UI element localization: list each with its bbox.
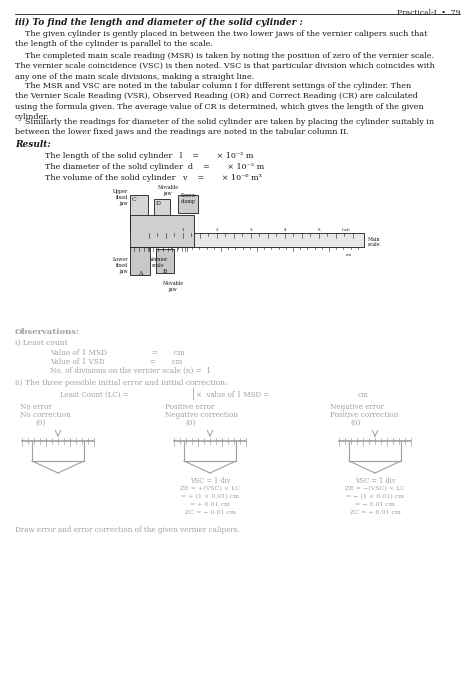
Text: 1: 1	[182, 228, 184, 232]
Text: The length of the solid cylinder   l    =       × 10⁻² m: The length of the solid cylinder l = × 1…	[45, 152, 254, 160]
Text: Upper
fixed
jaw: Upper fixed jaw	[113, 189, 128, 205]
Text: C: C	[132, 197, 137, 202]
Text: 5: 5	[318, 228, 320, 232]
Text: ZE = −(VSC) × LC: ZE = −(VSC) × LC	[345, 486, 405, 491]
Bar	[178, 195, 198, 213]
Text: D: D	[155, 201, 161, 206]
Text: cm: cm	[358, 391, 369, 399]
Text: (0): (0)	[350, 419, 360, 427]
Text: Main
scale: Main scale	[368, 237, 381, 248]
Text: Value of 1 VSD                    =       cm: Value of 1 VSD = cm	[50, 358, 182, 366]
Text: The diameter of the solid cylinder  d    =       × 10⁻² m: The diameter of the solid cylinder d = ×…	[45, 163, 264, 171]
Text: Screw
clamp: Screw clamp	[180, 193, 196, 204]
Bar	[130, 215, 194, 247]
Text: = − 0.01 cm: = − 0.01 cm	[355, 502, 395, 507]
Text: Result:: Result:	[15, 140, 51, 149]
Text: iii) To find the length and diameter of the solid cylinder :: iii) To find the length and diameter of …	[15, 18, 303, 27]
Text: Negative correction: Negative correction	[165, 411, 238, 419]
Text: inch: inch	[342, 228, 350, 232]
Text: (0): (0)	[35, 419, 46, 427]
Text: cm: cm	[346, 253, 352, 257]
Text: = + 0.01 cm: = + 0.01 cm	[190, 502, 230, 507]
Text: Movable
jaw: Movable jaw	[163, 281, 183, 292]
Text: Lower
fixed
jaw: Lower fixed jaw	[112, 257, 128, 274]
Text: Draw error and error correction of the given vernier calipers.: Draw error and error correction of the g…	[15, 526, 240, 534]
Text: Least Count (LC) =: Least Count (LC) =	[60, 391, 128, 399]
Text: (0): (0)	[185, 419, 195, 427]
Text: VSC = 1 div: VSC = 1 div	[190, 477, 230, 485]
Text: Value of 1 MSD                    =       cm: Value of 1 MSD = cm	[50, 349, 185, 357]
Text: ×  value of 1 MSD =: × value of 1 MSD =	[196, 391, 269, 399]
Text: No correction: No correction	[20, 411, 71, 419]
Text: The completed main scale reading (MSR) is taken by noting the position of zero o: The completed main scale reading (MSR) i…	[15, 52, 435, 81]
Text: VSC = 1 div: VSC = 1 div	[355, 477, 395, 485]
Text: Negative error: Negative error	[330, 403, 384, 411]
Text: Practical-I  •  79: Practical-I • 79	[397, 9, 460, 17]
Bar	[156, 249, 174, 273]
Bar	[130, 247, 150, 275]
Bar	[144, 233, 364, 247]
Text: i) Least count: i) Least count	[15, 339, 68, 347]
Text: ZC = + 0.01 cm: ZC = + 0.01 cm	[350, 510, 401, 515]
Text: B: B	[163, 269, 167, 274]
Text: No error: No error	[20, 403, 52, 411]
Text: Positive error: Positive error	[165, 403, 214, 411]
Text: The volume of the solid cylinder   v    =       × 10⁻⁶ m³: The volume of the solid cylinder v = × 1…	[45, 174, 262, 182]
Text: No. of divisions on the vernier scale (n) =  1: No. of divisions on the vernier scale (n…	[50, 367, 211, 375]
Text: Vernier
scale: Vernier scale	[149, 257, 167, 268]
Text: Similarly the readings for diameter of the solid cylinder are taken by placing t: Similarly the readings for diameter of t…	[15, 118, 434, 137]
Text: 3: 3	[250, 228, 252, 232]
Text: The MSR and VSC are noted in the tabular column I for different settings of the : The MSR and VSC are noted in the tabular…	[15, 82, 424, 121]
Text: ZC = − 0.01 cm: ZC = − 0.01 cm	[185, 510, 236, 515]
Bar	[154, 199, 170, 231]
Text: = + (1 × 0.01) cm: = + (1 × 0.01) cm	[181, 494, 239, 499]
Text: Movable
jaw: Movable jaw	[157, 185, 179, 196]
Bar	[130, 195, 148, 233]
Text: ii) The three possible initial error and initial correction:: ii) The three possible initial error and…	[15, 379, 228, 387]
Text: ZE = +(VSC) × LC: ZE = +(VSC) × LC	[180, 486, 240, 491]
Text: The given cylinder is gently placed in between the two lower jaws of the vernier: The given cylinder is gently placed in b…	[15, 30, 428, 48]
Text: = − (1 × 0.01) cm: = − (1 × 0.01) cm	[346, 494, 404, 499]
Text: 4: 4	[284, 228, 286, 232]
Text: Positive correction: Positive correction	[330, 411, 398, 419]
Text: Observations:: Observations:	[15, 328, 80, 336]
Text: 2: 2	[216, 228, 219, 232]
Text: A: A	[138, 271, 142, 276]
